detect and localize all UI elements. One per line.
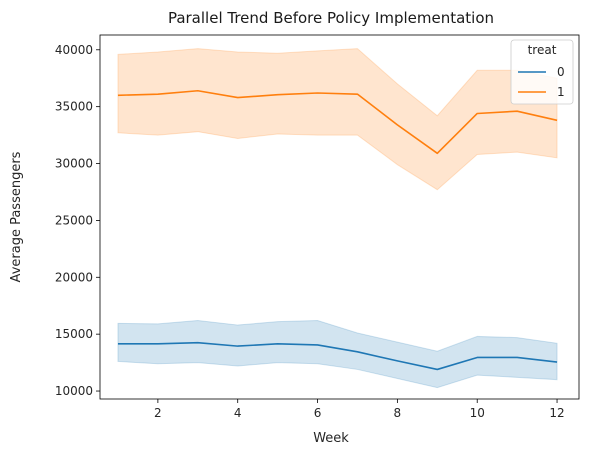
y-tick-label-30000: 30000: [55, 157, 93, 171]
legend-title: treat: [528, 43, 557, 57]
x-tick-label-4: 4: [234, 406, 242, 420]
ci-band-series-1: [117, 48, 558, 191]
ci-band-series-0: [117, 320, 558, 389]
x-axis-label: Week: [313, 431, 349, 446]
point-series-0-week-1: [116, 342, 120, 346]
plot-frame: [99, 34, 580, 400]
point-series-0-week-8: [395, 359, 399, 363]
y-tick-label-25000: 25000: [55, 213, 93, 227]
point-series-1-week-2: [156, 92, 160, 96]
x-axis: 2 4 6 8 10 12: [154, 399, 565, 420]
point-series-1-week-1: [116, 93, 120, 97]
y-tick-label-40000: 40000: [55, 43, 93, 57]
point-series-1-week-10: [475, 111, 479, 115]
point-series-0-week-4: [236, 344, 240, 348]
point-series-1-week-5: [276, 93, 280, 97]
y-axis: 10000 15000 20000 25000 30000 35000 40000: [55, 43, 100, 398]
x-tick-label-2: 2: [154, 406, 162, 420]
point-series-1-week-8: [395, 123, 399, 127]
point-series-1-week-12: [555, 118, 559, 122]
y-axis-label: Average Passengers: [9, 151, 24, 282]
y-tick-label-10000: 10000: [55, 384, 93, 398]
chart-title: Parallel Trend Before Policy Implementat…: [168, 9, 494, 27]
point-series-1-week-4: [236, 96, 240, 100]
y-tick-label-15000: 15000: [55, 327, 93, 341]
line-series-0: [117, 341, 558, 371]
point-series-1-week-3: [196, 89, 200, 93]
point-series-0-week-9: [435, 367, 439, 371]
point-series-0-week-11: [515, 355, 519, 359]
y-tick-label-35000: 35000: [55, 100, 93, 114]
point-series-0-week-3: [196, 341, 200, 345]
series-lines: [116, 89, 559, 371]
point-series-0-week-2: [156, 342, 160, 346]
point-series-1-week-9: [435, 151, 439, 155]
point-series-0-week-6: [316, 343, 320, 347]
point-series-0-week-7: [355, 350, 359, 354]
legend-label-0: 0: [557, 65, 565, 79]
y-tick-label-20000: 20000: [55, 270, 93, 284]
point-series-1-week-6: [316, 91, 320, 95]
x-tick-label-8: 8: [394, 406, 402, 420]
confidence-bands: [117, 48, 558, 389]
x-tick-label-6: 6: [314, 406, 322, 420]
point-series-1-week-7: [355, 92, 359, 96]
line-series-1: [117, 89, 558, 155]
point-series-0-week-10: [475, 355, 479, 359]
legend: treat 0 1: [510, 39, 574, 105]
point-series-0-week-12: [555, 360, 559, 364]
x-tick-label-10: 10: [470, 406, 485, 420]
legend-label-1: 1: [557, 85, 565, 99]
point-series-1-week-11: [515, 109, 519, 113]
x-tick-label-12: 12: [549, 406, 564, 420]
point-series-0-week-5: [276, 342, 280, 346]
